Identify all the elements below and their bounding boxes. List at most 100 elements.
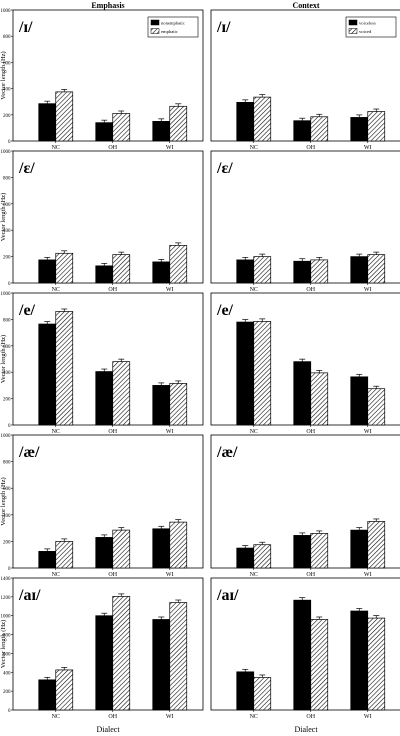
legend-swatch-voiced (348, 28, 358, 34)
bar-nonemphatic-NC (38, 679, 57, 711)
bar-nonemphatic-NC (38, 103, 57, 142)
x-tick-label: WI (364, 714, 372, 720)
y-tick-label: 400 (3, 514, 11, 519)
bar-emphatic-NC (55, 669, 74, 711)
x-tick-label: WI (166, 714, 174, 720)
bar-voiced-WI (367, 111, 386, 142)
y-tick-label: 200 (3, 690, 11, 695)
y-tick-label: 800 (3, 634, 11, 639)
panel-1: /ɪ/Vector length (Hz) 0 200 400 600 800 1000 NC… (0, 9, 204, 151)
bar-voiceless-NC (236, 102, 255, 142)
x-tick-label: WI (166, 429, 174, 435)
bar-nonemphatic-NC (38, 259, 57, 284)
bar-nonemphatic-WI (152, 385, 171, 426)
bar-emphatic-OH (112, 596, 131, 711)
y-tick-label: 0 (8, 282, 11, 287)
x-tick-label: WI (166, 287, 174, 293)
x-tick-label: NC (52, 572, 60, 578)
bar-emphatic-WI (169, 245, 188, 284)
vowel-label: /aɪ/ (216, 587, 239, 604)
y-tick-label: 400 (3, 371, 11, 376)
panel-5: /e/Vector length (Hz) 0 200 400 600 800 1000 NC… (0, 292, 204, 435)
x-tick-label: NC (52, 287, 60, 293)
bar-voiced-WI (367, 521, 386, 569)
x-tick-label: WI (364, 145, 372, 151)
bar-voiced-NC (253, 544, 272, 569)
x-tick-label: NC (250, 287, 258, 293)
x-tick-label: WI (364, 287, 372, 293)
vowel-label: /ɛ/ (18, 160, 35, 177)
panel-8: /æ/NC OH WI (210, 434, 400, 578)
y-axis-label: Vector length (Hz) (0, 193, 7, 241)
legend-label-voiceless: voiceless (359, 21, 376, 26)
x-tick-label: NC (250, 145, 258, 151)
panel-7: /æ/Vector length (Hz) 0 200 400 600 800 1000 NC… (0, 434, 204, 578)
panel-3: /ɛ/Vector length (Hz) 0 200 400 600 800 1000 NC… (0, 150, 204, 293)
y-tick-label: 200 (3, 114, 11, 119)
vowel-label: /ɛ/ (216, 160, 233, 177)
y-tick-label: 800 (3, 176, 11, 181)
bar-emphatic-NC (55, 541, 74, 569)
bar-voiceless-OH (293, 260, 312, 284)
bar-voiced-WI (367, 617, 386, 711)
panel-4: /ɛ/NC OH WI (210, 150, 400, 293)
bar-voiced-NC (253, 321, 272, 426)
panels-group: /ɪ/Vector length (Hz) 0 200 400 600 800 1000 NC… (0, 9, 400, 720)
x-tick-label: OH (108, 145, 117, 151)
bar-emphatic-NC (55, 252, 74, 284)
y-axis-label: Vector length (Hz) (0, 335, 7, 383)
bar-voiced-OH (310, 116, 329, 142)
bar-emphatic-WI (169, 105, 188, 142)
y-tick-label: 800 (3, 461, 11, 466)
y-axis-label: Vector length (Hz) (0, 51, 7, 99)
bar-voiced-NC (253, 256, 272, 284)
bar-voiceless-OH (293, 599, 312, 711)
y-tick-label: 0 (8, 709, 11, 714)
y-tick-label: 200 (3, 540, 11, 545)
bar-nonemphatic-OH (95, 537, 114, 569)
x-tick-label: OH (306, 429, 315, 435)
bar-emphatic-WI (169, 383, 188, 426)
y-tick-label: 200 (3, 256, 11, 261)
legend-box (147, 16, 199, 38)
x-tick-label: NC (52, 714, 60, 720)
bar-emphatic-OH (112, 113, 131, 142)
bar-nonemphatic-OH (95, 122, 114, 142)
bar-voiced-OH (310, 619, 329, 711)
legend-swatch-emphatic (150, 28, 160, 34)
y-tick-label: 0 (8, 140, 11, 145)
y-tick-label: 1000 (1, 150, 12, 155)
vowel-label: /e/ (18, 302, 36, 319)
legend-swatch-voiceless (348, 19, 358, 26)
bar-nonemphatic-WI (152, 261, 171, 284)
bar-nonemphatic-NC (38, 323, 57, 426)
y-tick-label: 800 (3, 35, 11, 40)
bar-emphatic-OH (112, 361, 131, 426)
bar-voiceless-WI (350, 117, 369, 142)
x-tick-label: NC (250, 429, 258, 435)
x-tick-label: WI (364, 429, 372, 435)
legend-label-nonemphatic: nonemphatic (161, 21, 185, 26)
bar-voiceless-WI (350, 610, 369, 711)
bar-voiceless-OH (293, 535, 312, 569)
y-tick-label: 600 (3, 652, 11, 657)
y-tick-label: 1000 (1, 9, 12, 14)
bar-emphatic-WI (169, 521, 188, 569)
column-heading-emphasis: Emphasis (91, 1, 124, 10)
bar-emphatic-OH (112, 254, 131, 284)
x-tick-label: WI (364, 572, 372, 578)
x-tick-label: OH (108, 429, 117, 435)
y-tick-label: 600 (3, 345, 11, 350)
bar-emphatic-NC (55, 91, 74, 142)
bar-voiced-WI (367, 254, 386, 284)
panel-9: /aɪ/Vector length (Hz) 0 200 400 600 800 1000 1… (0, 577, 204, 720)
bar-voiceless-OH (293, 120, 312, 142)
y-tick-label: 0 (8, 424, 11, 429)
bar-emphatic-NC (55, 311, 74, 426)
x-tick-label: OH (108, 714, 117, 720)
x-axis-label-left: Dialect (96, 725, 120, 734)
y-axis-label: Vector length (Hz) (0, 620, 7, 668)
bar-voiceless-WI (350, 376, 369, 426)
x-tick-label: OH (108, 572, 117, 578)
x-tick-label: NC (52, 429, 60, 435)
